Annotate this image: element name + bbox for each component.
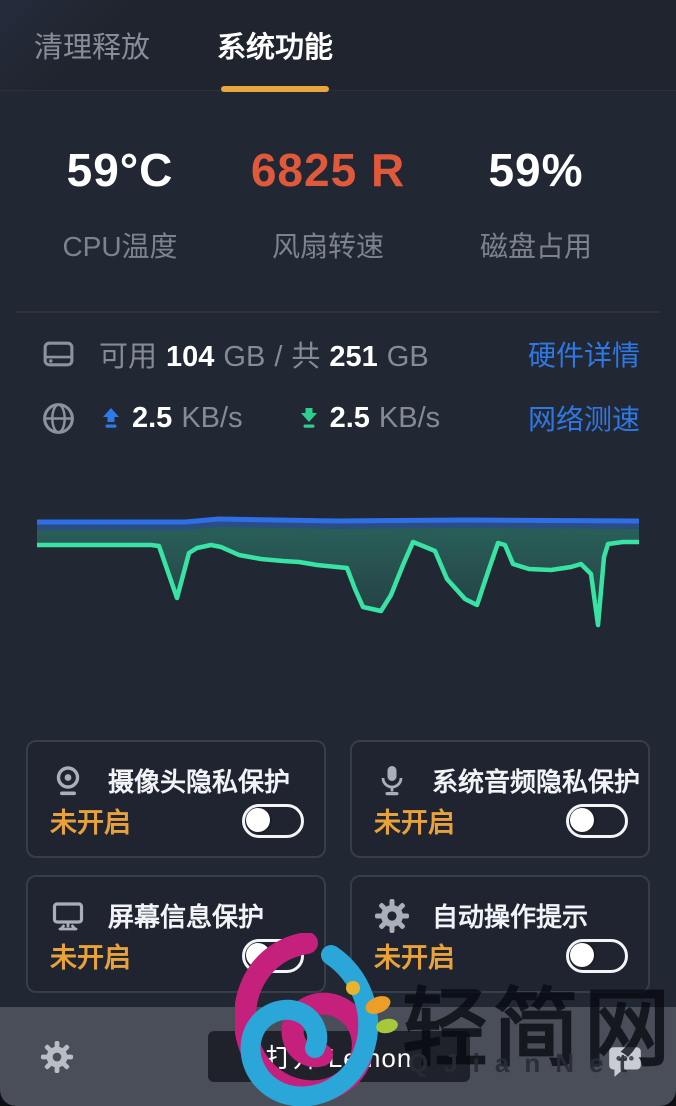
stat-cpu-temp: 59°C CPU温度: [20, 143, 220, 265]
card-title: 自动操作提示: [432, 902, 589, 932]
disk-separator: /: [274, 341, 283, 373]
cpu-temp-label: CPU温度: [62, 231, 178, 262]
webcam-icon: [56, 765, 80, 795]
download-speed: 2.5 KB/s: [297, 401, 441, 435]
disk-usage-value: 59%: [488, 144, 584, 196]
card-audio-privacy[interactable]: 系统音频隐私保护 未开启: [350, 740, 650, 858]
network-info-row: 2.5 KB/s 2.5 KB/s 网络测速: [0, 399, 676, 437]
card-title: 摄像头隐私保护: [108, 767, 291, 797]
upload-speed: 2.5 KB/s: [99, 402, 243, 435]
card-status: 未开启: [374, 943, 455, 973]
active-tab-underline: [221, 86, 330, 92]
toggle-knob: [246, 942, 270, 967]
hard-drive-icon: [43, 341, 74, 366]
network-speedtest-link[interactable]: 网络测速: [527, 404, 640, 435]
tab-system-label: 系统功能: [217, 32, 334, 64]
disk-free-label: 可用: [99, 341, 158, 373]
card-camera-privacy[interactable]: 摄像头隐私保护 未开启: [26, 740, 326, 858]
activity-chart-svg: [34, 516, 642, 628]
open-lemon-button[interactable]: 打开 Lemon: [208, 1031, 470, 1082]
settings-gear-icon[interactable]: [40, 1040, 74, 1074]
card-auto-operation[interactable]: 自动操作提示 未开启: [350, 875, 650, 993]
screen-protection-toggle[interactable]: [242, 938, 304, 973]
bottom-bar: 打开 Lemon: [0, 1007, 676, 1106]
download-value: 2.5: [329, 401, 370, 434]
upload-arrow-icon: [103, 408, 119, 428]
toggle-knob: [570, 807, 594, 832]
audio-privacy-toggle[interactable]: [566, 803, 628, 838]
disk-usage-text: 可用 104 GB / 共 251 GB: [99, 333, 528, 375]
card-status: 未开启: [374, 808, 455, 838]
fan-speed-value: 6825 R: [250, 144, 406, 196]
tab-clean[interactable]: 清理释放: [34, 24, 150, 66]
globe-icon: [43, 402, 74, 434]
monitor-icon: [52, 901, 84, 930]
disk-free-unit: GB: [223, 341, 266, 373]
hardware-details-link[interactable]: 硬件详情: [527, 340, 640, 371]
toggle-knob: [570, 942, 594, 967]
activity-chart: [34, 512, 642, 632]
card-status: 未开启: [50, 943, 131, 973]
section-divider: [16, 311, 660, 313]
download-unit: KB/s: [378, 401, 441, 434]
fan-speed-label: 风扇转速: [271, 231, 384, 262]
disk-total-value: 251: [329, 341, 378, 373]
disk-total-label: 共: [291, 341, 321, 373]
cpu-temp-value: 59°C: [66, 144, 174, 196]
feedback-chat-icon[interactable]: [606, 1042, 644, 1080]
card-title: 系统音频隐私保护: [432, 767, 641, 797]
disk-usage-label: 磁盘占用: [479, 231, 592, 262]
microphone-icon: [381, 765, 403, 795]
toggle-knob: [246, 807, 270, 832]
tab-clean-label: 清理释放: [34, 32, 151, 64]
gear-icon: [375, 898, 409, 933]
disk-total-unit: GB: [386, 341, 429, 373]
tab-system[interactable]: 系统功能: [217, 24, 334, 92]
disk-info-row: 可用 104 GB / 共 251 GB 硬件详情: [0, 335, 676, 373]
card-screen-protection[interactable]: 屏幕信息保护 未开启: [26, 875, 326, 993]
upload-value: 2.5: [132, 401, 173, 434]
card-title: 屏幕信息保护: [108, 902, 265, 932]
tab-bar: 清理释放 系统功能: [0, 0, 676, 92]
download-arrow-icon: [300, 408, 317, 428]
upload-unit: KB/s: [181, 401, 243, 434]
network-speed-text: 2.5 KB/s 2.5 KB/s: [99, 402, 528, 435]
card-status: 未开启: [50, 808, 131, 838]
stats-row: 59°C CPU温度 6825 R 风扇转速 59% 磁盘占用: [0, 91, 676, 265]
camera-privacy-toggle[interactable]: [242, 803, 304, 838]
auto-operation-toggle[interactable]: [566, 938, 628, 973]
privacy-cards-grid: 摄像头隐私保护 未开启 系统音频隐私保护 未开启: [26, 740, 650, 993]
stat-fan-speed: 6825 R 风扇转速: [228, 143, 428, 265]
stat-disk-usage: 59% 磁盘占用: [436, 143, 636, 265]
disk-free-value: 104: [166, 341, 215, 373]
